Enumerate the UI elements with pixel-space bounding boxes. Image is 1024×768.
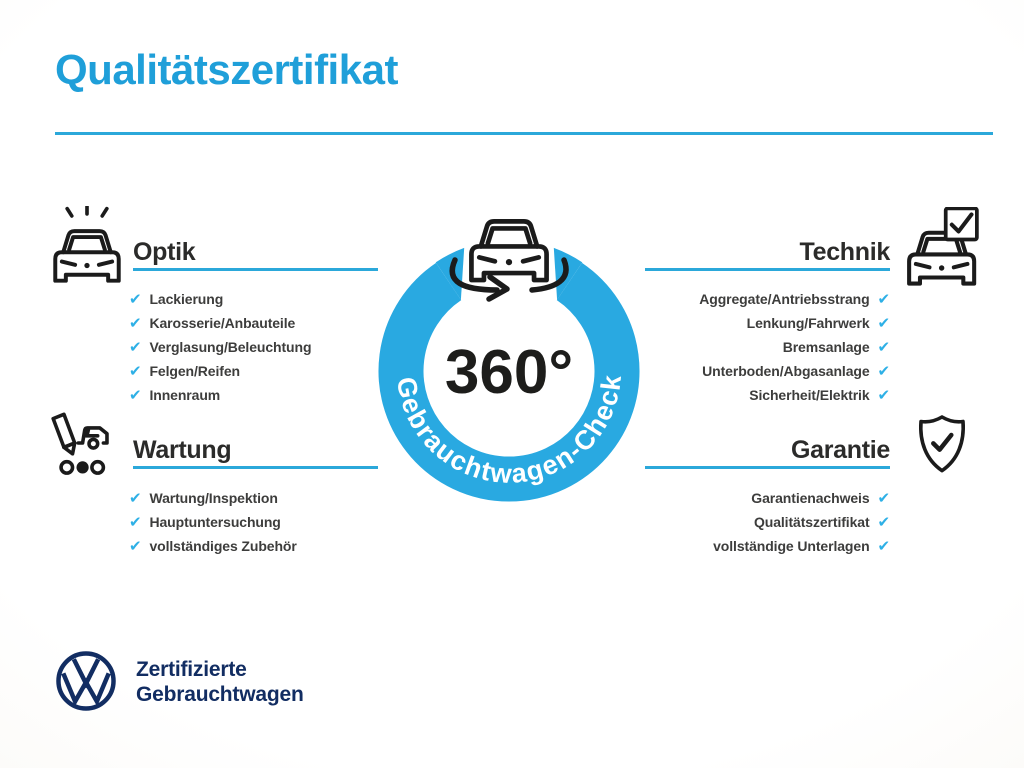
check-icon: ✔ (129, 361, 142, 380)
check-item: Qualitätszertifikat ✔ (610, 510, 890, 534)
check-icon: ✔ (129, 313, 142, 332)
service-pencil-icon (51, 412, 109, 475)
badge-value: 360° (445, 338, 573, 407)
check-icon: ✔ (877, 536, 891, 555)
car-checkbox-icon (901, 207, 979, 287)
check-item-label: Qualitätszertifikat (753, 514, 870, 530)
check-item-label: Verglasung/Beleuchtung (149, 339, 312, 355)
check-icon: ✔ (877, 512, 891, 531)
check-icon: ✔ (129, 337, 142, 356)
car-shine-icon (53, 206, 121, 283)
badge-360-check: 360° Gebrauchtwagen-Check (378, 186, 640, 502)
technik-checklist: Aggregate/Antriebsstrang ✔ Lenkung/Fahrwe… (610, 287, 890, 407)
section-title-wartung: Wartung (133, 436, 232, 464)
check-icon: ✔ (129, 512, 142, 531)
check-item-label: vollständige Unterlagen (713, 538, 870, 554)
section-underline (133, 268, 378, 271)
rotation-arrowhead (486, 274, 510, 302)
page-title: Qualitätszertifikat (55, 46, 398, 93)
check-item-label: Sicherheit/Elektrik (749, 387, 870, 403)
check-item: Garantienachweis ✔ (610, 486, 890, 510)
check-icon: ✔ (129, 289, 142, 308)
check-icon: ✔ (877, 337, 891, 356)
check-item-label: Hauptuntersuchung (149, 514, 281, 530)
check-item: Lenkung/Fahrwerk ✔ (610, 311, 890, 335)
check-icon: ✔ (129, 385, 142, 404)
check-item: Sicherheit/Elektrik ✔ (610, 383, 890, 407)
footer-line2: Gebrauchtwagen (136, 683, 304, 706)
check-icon: ✔ (877, 488, 891, 507)
check-icon: ✔ (129, 536, 142, 555)
check-item-label: vollständiges Zubehör (149, 538, 297, 554)
checkbox-check (949, 212, 974, 234)
footer-brand-text: Zertifizierte Gebrauchtwagen (136, 657, 304, 707)
vw-logo (56, 651, 116, 711)
check-icon: ✔ (877, 385, 891, 404)
section-title-garantie: Garantie (790, 436, 890, 464)
check-item: ✔ Lackierung (129, 287, 409, 311)
wartung-checklist: ✔ Wartung/Inspektion ✔ Hauptuntersuchung ✔… (129, 486, 409, 558)
badge-ring (378, 262, 640, 502)
check-item-label: Aggregate/Antriebsstrang (699, 291, 870, 307)
check-item: ✔ Hauptuntersuchung (129, 510, 409, 534)
check-item-label: Karosserie/Anbauteile (149, 315, 296, 331)
check-item: vollständige Unterlagen ✔ (610, 534, 890, 558)
section-title-optik: Optik (133, 238, 196, 266)
check-icon: ✔ (877, 361, 891, 380)
check-item: ✔ Wartung/Inspektion (129, 486, 409, 510)
check-item-label: Innenraum (149, 387, 221, 403)
section-underline (133, 466, 378, 469)
check-item: ✔ Karosserie/Anbauteile (129, 311, 409, 335)
check-item: Aggregate/Antriebsstrang ✔ (610, 287, 890, 311)
check-item-label: Wartung/Inspektion (149, 490, 278, 506)
check-item-label: Felgen/Reifen (149, 363, 240, 379)
check-item-label: Unterboden/Abgasanlage (702, 363, 870, 379)
check-item: Unterboden/Abgasanlage ✔ (610, 359, 890, 383)
check-item-label: Lackierung (149, 291, 224, 307)
check-icon: ✔ (877, 289, 891, 308)
optik-checklist: ✔ Lackierung ✔ Karosserie/Anbauteile ✔ Verg… (129, 287, 409, 407)
check-item: ✔ Verglasung/Beleuchtung (129, 335, 409, 359)
section-title-technik: Technik (799, 238, 890, 266)
car-rotation-icon (449, 221, 569, 302)
check-item-label: Garantienachweis (751, 490, 870, 506)
check-item: Bremsanlage ✔ (610, 335, 890, 359)
section-underline (645, 466, 890, 469)
footer-line1: Zertifizierte (136, 658, 247, 681)
garantie-checklist: Garantienachweis ✔ Qualitätszertifikat ✔ v… (610, 486, 890, 558)
check-icon: ✔ (877, 313, 891, 332)
check-item: ✔ vollständiges Zubehör (129, 534, 409, 558)
check-item-label: Lenkung/Fahrwerk (746, 315, 870, 331)
shine-rays (65, 206, 109, 218)
header-divider (55, 132, 993, 135)
check-icon: ✔ (129, 488, 142, 507)
check-item: ✔ Innenraum (129, 383, 409, 407)
check-item-label: Bremsanlage (782, 339, 870, 355)
section-underline (645, 268, 890, 271)
shield-check-icon (919, 415, 965, 473)
check-item: ✔ Felgen/Reifen (129, 359, 409, 383)
